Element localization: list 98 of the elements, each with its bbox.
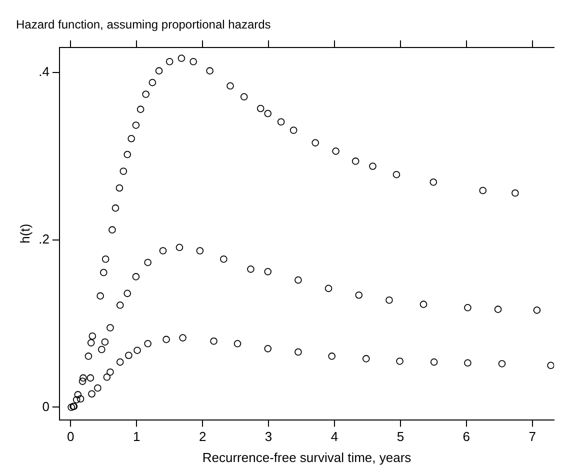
point xyxy=(88,390,96,398)
point xyxy=(162,336,170,344)
point xyxy=(240,93,248,100)
point xyxy=(369,162,376,170)
point xyxy=(264,110,272,118)
point xyxy=(430,178,438,186)
point xyxy=(328,352,336,360)
point xyxy=(112,204,120,212)
point xyxy=(86,374,94,382)
point xyxy=(142,90,150,98)
point xyxy=(512,189,519,197)
x-tick-label: 0 xyxy=(67,429,74,444)
point xyxy=(87,339,95,346)
point xyxy=(94,384,102,392)
point xyxy=(386,296,393,304)
point xyxy=(84,352,92,360)
point xyxy=(264,268,272,276)
x-axis-title: Recurrence-free survival time, years xyxy=(202,450,412,465)
point xyxy=(106,368,114,376)
x-tick-label: 4 xyxy=(330,429,338,444)
point xyxy=(124,290,132,298)
point xyxy=(103,373,111,381)
point xyxy=(206,67,214,74)
point xyxy=(144,340,152,348)
point xyxy=(464,359,472,367)
point xyxy=(88,332,96,340)
point xyxy=(332,148,340,155)
point xyxy=(116,184,124,192)
point xyxy=(96,292,104,300)
point xyxy=(294,276,302,284)
point xyxy=(420,300,428,308)
point xyxy=(102,255,110,263)
x-tick-label: 1 xyxy=(132,429,140,444)
point xyxy=(120,168,128,175)
point xyxy=(362,355,370,362)
point xyxy=(533,306,541,314)
point xyxy=(100,268,108,276)
point xyxy=(132,122,140,129)
point xyxy=(134,346,141,354)
point xyxy=(498,360,506,368)
x-tick-label: 5 xyxy=(396,429,404,444)
point xyxy=(479,186,487,194)
point xyxy=(128,134,135,142)
point xyxy=(547,362,554,370)
point xyxy=(264,345,272,352)
point xyxy=(220,255,228,263)
point xyxy=(159,247,167,254)
point xyxy=(256,104,264,112)
point xyxy=(464,304,472,312)
point xyxy=(72,396,80,404)
point xyxy=(78,378,86,385)
x-tick-label: 3 xyxy=(264,429,272,444)
point xyxy=(76,395,84,403)
point xyxy=(196,247,204,254)
point xyxy=(430,358,438,366)
chart-title: Hazard function, assuming proportional hazards xyxy=(16,18,271,32)
point xyxy=(494,306,502,313)
y-tick-label: .4 xyxy=(38,64,50,80)
y-axis-title: h(t) xyxy=(17,224,32,244)
point xyxy=(277,118,285,126)
point xyxy=(136,106,144,113)
point xyxy=(176,244,184,252)
point xyxy=(101,338,109,346)
point xyxy=(210,337,218,345)
point xyxy=(68,404,75,411)
point xyxy=(190,58,197,66)
point xyxy=(132,273,140,280)
point xyxy=(108,226,116,234)
x-tick-label: 7 xyxy=(528,429,536,444)
point xyxy=(392,170,400,178)
point xyxy=(116,358,124,366)
point xyxy=(324,284,332,292)
point xyxy=(396,358,404,365)
point xyxy=(294,348,302,356)
point xyxy=(148,78,156,86)
point xyxy=(355,291,363,299)
point xyxy=(74,391,82,398)
point xyxy=(226,82,234,90)
point xyxy=(247,266,254,273)
point xyxy=(179,334,186,342)
point xyxy=(124,150,132,158)
point xyxy=(116,302,124,309)
point xyxy=(234,340,242,348)
x-tick-label: 2 xyxy=(198,429,206,444)
point xyxy=(352,158,360,165)
y-tick-label: 0 xyxy=(42,398,50,414)
point xyxy=(125,352,132,360)
point xyxy=(290,126,298,134)
y-tick-label: .2 xyxy=(38,231,50,246)
point xyxy=(155,67,163,74)
point xyxy=(80,374,87,382)
point xyxy=(98,346,106,354)
point xyxy=(178,54,186,62)
point xyxy=(312,139,319,146)
point xyxy=(144,258,152,266)
x-tick-label: 6 xyxy=(462,429,470,444)
point xyxy=(106,324,114,332)
point xyxy=(166,58,174,66)
